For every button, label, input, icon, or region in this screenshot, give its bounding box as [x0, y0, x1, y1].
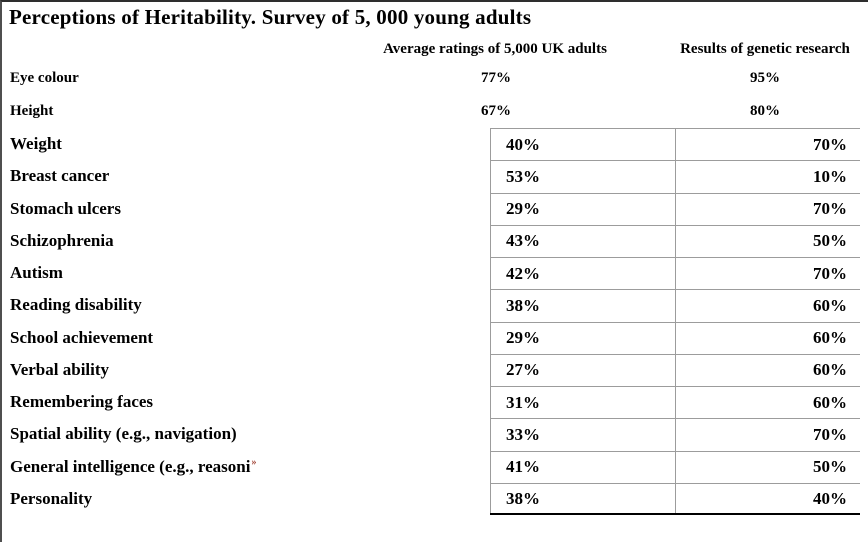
research-value: 10% — [675, 160, 860, 193]
rating-value: 29% — [490, 321, 675, 354]
rating-value: 38% — [490, 482, 675, 515]
rating-value: 67% — [481, 103, 511, 119]
trait-label: Personality — [10, 488, 93, 508]
table-bottom-border — [490, 513, 860, 515]
research-value: 95% — [750, 70, 780, 86]
research-value: 50% — [675, 224, 860, 257]
table-row: Weight 40% 70% — [2, 128, 860, 161]
rating-value: 41% — [490, 450, 675, 483]
bordered-table: Weight 40% 70% Breast cancer 53% 10% Sto… — [2, 128, 860, 515]
trait-label: Height — [10, 103, 54, 119]
table-row: Autism 42% 70% — [2, 257, 860, 290]
rating-value: 29% — [490, 192, 675, 225]
table-row: Stomach ulcers 29% 70% — [2, 192, 860, 225]
rating-value: 27% — [490, 353, 675, 386]
rating-value: 42% — [490, 257, 675, 290]
rating-value: 33% — [490, 418, 675, 451]
research-value: 80% — [750, 103, 780, 119]
table-row: General intelligence (e.g., reasoni » 41… — [2, 450, 860, 483]
table-row: Height 67% 80% — [10, 103, 868, 123]
research-value: 60% — [675, 289, 860, 322]
research-value: 50% — [675, 450, 860, 483]
rating-value: 40% — [490, 128, 675, 161]
trait-label: Reading disability — [10, 295, 142, 315]
research-value: 40% — [675, 482, 860, 515]
research-value: 60% — [675, 321, 860, 354]
trait-label: Weight — [10, 134, 62, 154]
table-row: Reading disability 38% 60% — [2, 289, 860, 322]
trait-label: Stomach ulcers — [10, 198, 121, 218]
table-row: Eye colour 77% 95% — [10, 70, 868, 90]
trait-label: Schizophrenia — [10, 230, 114, 250]
research-value: 70% — [675, 418, 860, 451]
rating-value: 38% — [490, 289, 675, 322]
trait-label: General intelligence (e.g., reasoni » — [2, 451, 490, 483]
rating-value: 77% — [481, 70, 511, 86]
truncation-mark: » — [251, 457, 257, 469]
research-value: 60% — [675, 353, 860, 386]
table-row: Schizophrenia 43% 50% — [2, 224, 860, 257]
page-title: Perceptions of Heritability. Survey of 5… — [9, 5, 532, 29]
table-row: Verbal ability 27% 60% — [2, 353, 860, 386]
column-header-ratings: Average ratings of 5,000 UK adults — [383, 41, 607, 57]
table-row: Breast cancer 53% 10% — [2, 160, 860, 193]
table-row: Personality 38% 40% — [2, 482, 860, 515]
research-value: 60% — [675, 386, 860, 419]
research-value: 70% — [675, 128, 860, 161]
research-value: 70% — [675, 192, 860, 225]
rating-value: 53% — [490, 160, 675, 193]
trait-label: Autism — [10, 263, 63, 283]
trait-label: School achievement — [10, 327, 154, 347]
trait-label: Breast cancer — [10, 166, 110, 186]
trait-label-text: General intelligence (e.g., reasoni — [10, 456, 251, 476]
table-row: Spatial ability (e.g., navigation) 33% 7… — [2, 418, 860, 451]
trait-label: Remembering faces — [10, 392, 154, 412]
column-header-research: Results of genetic research — [680, 41, 850, 57]
rating-value: 43% — [490, 224, 675, 257]
research-value: 70% — [675, 257, 860, 290]
table-row: School achievement 29% 60% — [2, 321, 860, 354]
trait-label: Spatial ability (e.g., navigation) — [10, 424, 237, 444]
rating-value: 31% — [490, 386, 675, 419]
trait-label: Eye colour — [10, 70, 79, 86]
trait-label: Verbal ability — [10, 359, 110, 379]
table-row: Remembering faces 31% 60% — [2, 386, 860, 419]
